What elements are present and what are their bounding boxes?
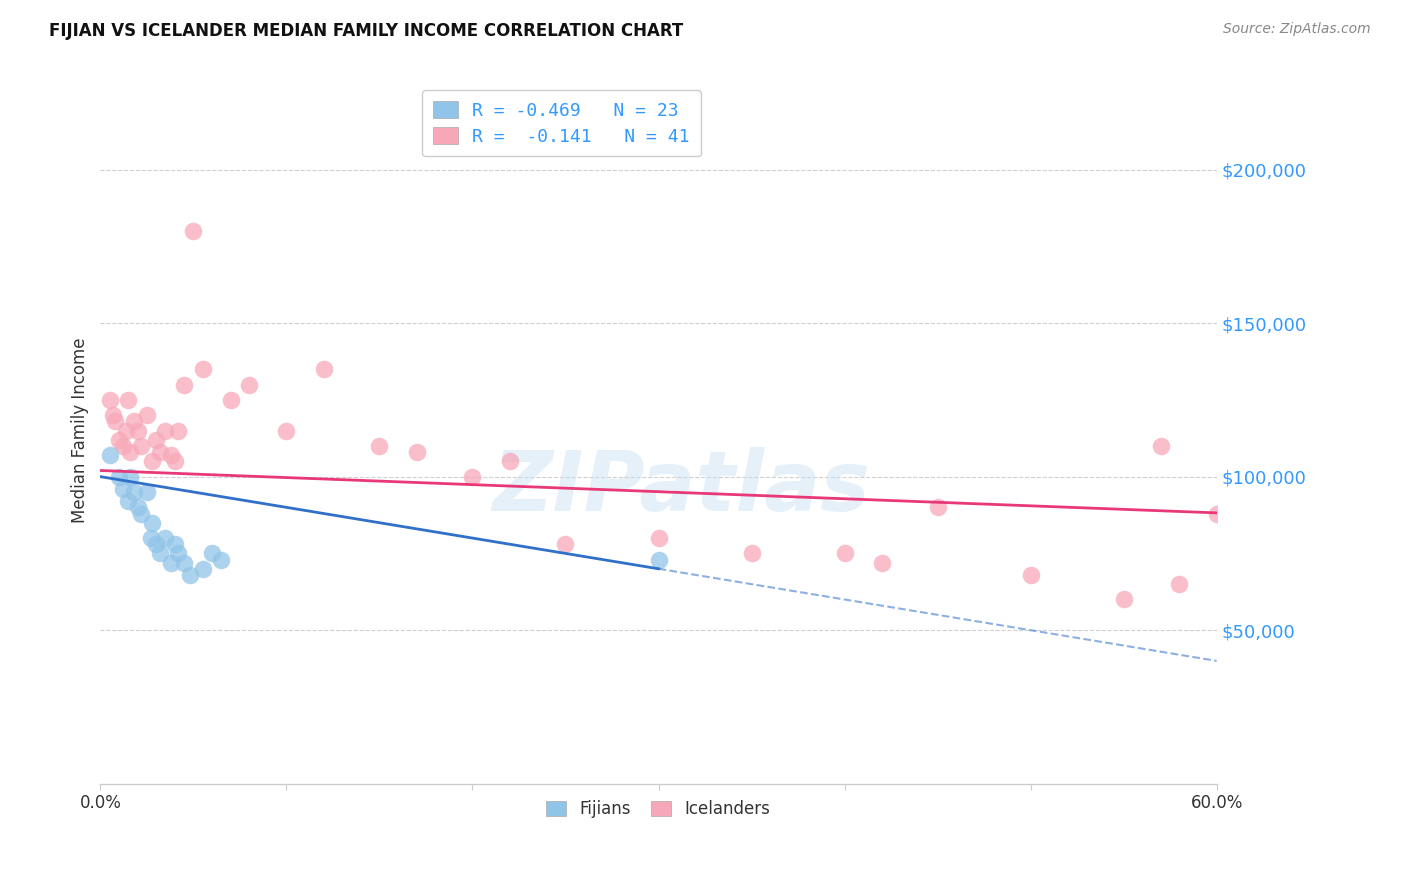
Point xyxy=(141,516,163,530)
Point xyxy=(98,448,121,462)
Point xyxy=(209,552,232,566)
Point xyxy=(167,546,190,560)
Point xyxy=(111,439,134,453)
Point xyxy=(498,454,520,468)
Point xyxy=(834,546,856,560)
Point xyxy=(741,546,763,560)
Point xyxy=(104,414,127,428)
Point xyxy=(141,454,163,468)
Point xyxy=(129,507,152,521)
Point xyxy=(1019,568,1042,582)
Point xyxy=(145,433,167,447)
Point xyxy=(129,439,152,453)
Point xyxy=(139,531,162,545)
Point xyxy=(120,445,142,459)
Point xyxy=(160,448,183,462)
Point xyxy=(122,414,145,428)
Point xyxy=(647,531,669,545)
Point xyxy=(135,485,157,500)
Point xyxy=(135,409,157,423)
Point xyxy=(149,546,172,560)
Point xyxy=(108,469,131,483)
Text: FIJIAN VS ICELANDER MEDIAN FAMILY INCOME CORRELATION CHART: FIJIAN VS ICELANDER MEDIAN FAMILY INCOME… xyxy=(49,22,683,40)
Point xyxy=(191,562,214,576)
Point xyxy=(312,362,335,376)
Point xyxy=(163,454,186,468)
Point xyxy=(149,445,172,459)
Point xyxy=(405,445,427,459)
Point xyxy=(368,439,391,453)
Text: Source: ZipAtlas.com: Source: ZipAtlas.com xyxy=(1223,22,1371,37)
Point xyxy=(238,377,260,392)
Point xyxy=(173,377,195,392)
Point xyxy=(461,469,484,483)
Point xyxy=(115,424,138,438)
Point xyxy=(1150,439,1173,453)
Point xyxy=(870,556,893,570)
Point xyxy=(1168,577,1191,591)
Point xyxy=(117,392,139,407)
Point xyxy=(122,485,145,500)
Point xyxy=(127,500,149,515)
Point xyxy=(201,546,224,560)
Point xyxy=(111,482,134,496)
Point xyxy=(120,469,142,483)
Point xyxy=(155,424,177,438)
Point xyxy=(127,424,149,438)
Point xyxy=(219,392,242,407)
Point xyxy=(155,531,177,545)
Point xyxy=(98,392,121,407)
Point xyxy=(173,556,195,570)
Point xyxy=(554,537,576,551)
Point xyxy=(927,500,949,515)
Point xyxy=(103,409,125,423)
Point xyxy=(276,424,298,438)
Point xyxy=(1112,592,1135,607)
Point xyxy=(647,552,669,566)
Text: ZIPatlas: ZIPatlas xyxy=(492,447,870,527)
Point xyxy=(163,537,186,551)
Point xyxy=(145,537,167,551)
Point xyxy=(117,494,139,508)
Point xyxy=(191,362,214,376)
Point xyxy=(1205,507,1227,521)
Point xyxy=(167,424,190,438)
Y-axis label: Median Family Income: Median Family Income xyxy=(72,338,89,524)
Point xyxy=(183,224,205,238)
Point xyxy=(160,556,183,570)
Point xyxy=(179,568,201,582)
Legend: Fijians, Icelanders: Fijians, Icelanders xyxy=(540,794,778,825)
Point xyxy=(108,433,131,447)
